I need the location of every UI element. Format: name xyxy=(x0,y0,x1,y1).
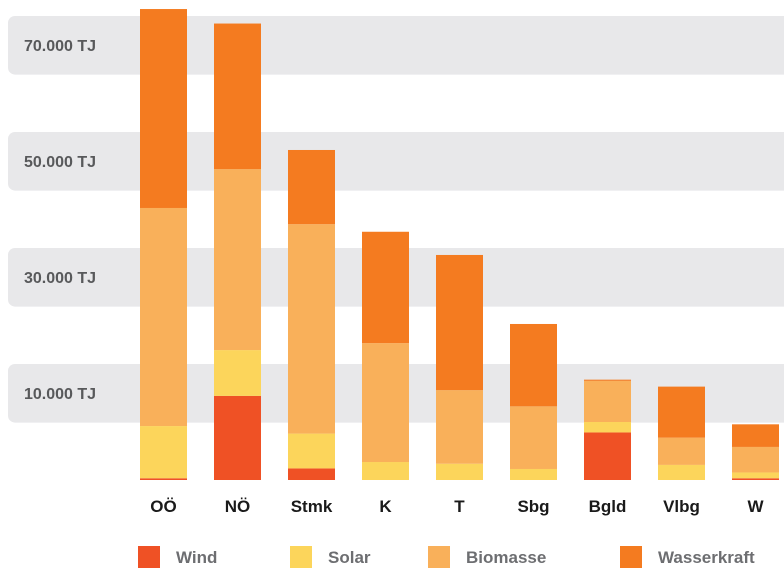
x-tick-label: Stmk xyxy=(291,497,333,516)
grid-bands xyxy=(8,16,784,423)
legend-label-biomasse: Biomasse xyxy=(466,548,546,567)
x-tick-label: Vlbg xyxy=(663,497,700,516)
bar-segment-wasserkraft xyxy=(732,424,779,447)
bar-segment-solar xyxy=(510,468,557,480)
bar-segment-wind xyxy=(214,395,261,480)
legend-label-wind: Wind xyxy=(176,548,217,567)
bar-segment-wind xyxy=(732,478,779,480)
bars xyxy=(140,9,779,480)
bar-segment-biomasse xyxy=(510,406,557,469)
x-tick-label: NÖ xyxy=(225,497,251,516)
x-tick-label: Bgld xyxy=(589,497,627,516)
x-tick-label: OÖ xyxy=(150,497,176,516)
y-tick-label: 10.000 TJ xyxy=(24,386,96,403)
x-tick-label: Sbg xyxy=(517,497,549,516)
legend-swatch-wasserkraft xyxy=(620,546,642,568)
bar-segment-solar xyxy=(288,433,335,469)
bar-segment-solar xyxy=(732,472,779,479)
bar-segment-solar xyxy=(584,422,631,433)
bar-segment-wasserkraft xyxy=(362,231,409,344)
bar-segment-biomasse xyxy=(362,343,409,463)
legend-swatch-solar xyxy=(290,546,312,568)
y-tick-label: 50.000 TJ xyxy=(24,154,96,171)
bar-segment-solar xyxy=(362,462,409,480)
bar-segment-solar xyxy=(658,464,705,480)
bar-segment-biomasse xyxy=(658,437,705,465)
bar-segment-solar xyxy=(436,463,483,480)
legend-swatch-wind xyxy=(138,546,160,568)
x-axis-labels: OÖ NÖ Stmk K T Sbg Bgld Vlbg W xyxy=(150,497,764,516)
x-tick-label: W xyxy=(747,497,764,516)
bar-segment-biomasse xyxy=(436,390,483,464)
bar-segment-wasserkraft xyxy=(140,9,187,208)
bar-segment-wasserkraft xyxy=(214,23,261,170)
grid-band xyxy=(8,16,784,75)
bar-segment-biomasse xyxy=(584,380,631,422)
bar-segment-biomasse xyxy=(214,169,261,351)
bar-segment-solar xyxy=(140,426,187,479)
bar-segment-wind xyxy=(584,432,631,480)
bar-segment-biomasse xyxy=(732,446,779,473)
bar-segment-wasserkraft xyxy=(436,254,483,391)
y-tick-label: 30.000 TJ xyxy=(24,270,96,287)
legend-swatch-biomasse xyxy=(428,546,450,568)
x-tick-label: T xyxy=(454,497,465,516)
bar-segment-wind xyxy=(288,468,335,480)
bar-segment-wasserkraft xyxy=(658,386,705,438)
legend: Wind Solar Biomasse Wasserkraft xyxy=(138,546,755,568)
legend-label-solar: Solar xyxy=(328,548,371,567)
bar-segment-biomasse xyxy=(140,207,187,427)
legend-label-wasserkraft: Wasserkraft xyxy=(658,548,755,567)
bar-segment-wasserkraft xyxy=(510,323,557,407)
grid-band xyxy=(8,132,784,191)
y-axis-labels: 10.000 TJ 30.000 TJ 50.000 TJ 70.000 TJ xyxy=(24,38,96,403)
bar-segment-wind xyxy=(140,478,187,480)
bar-segment-solar xyxy=(214,350,261,396)
x-tick-label: K xyxy=(379,497,392,516)
y-tick-label: 70.000 TJ xyxy=(24,38,96,55)
bar-segment-wasserkraft xyxy=(584,379,631,381)
bar-segment-wasserkraft xyxy=(288,149,335,225)
bar-segment-biomasse xyxy=(288,224,335,434)
